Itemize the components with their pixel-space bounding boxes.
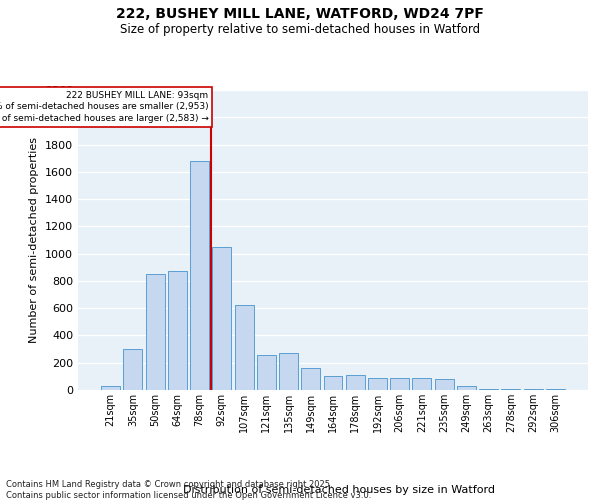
Bar xyxy=(212,247,231,390)
Bar xyxy=(124,349,142,390)
Bar xyxy=(146,274,164,390)
Bar xyxy=(279,353,298,390)
Bar xyxy=(390,378,409,390)
Bar xyxy=(323,376,343,390)
Y-axis label: Number of semi-detached properties: Number of semi-detached properties xyxy=(29,137,40,343)
Bar xyxy=(168,272,187,390)
Bar xyxy=(479,389,498,390)
Text: 222, BUSHEY MILL LANE, WATFORD, WD24 7PF: 222, BUSHEY MILL LANE, WATFORD, WD24 7PF xyxy=(116,8,484,22)
Text: Size of property relative to semi-detached houses in Watford: Size of property relative to semi-detach… xyxy=(120,22,480,36)
Bar xyxy=(235,306,254,390)
Bar xyxy=(301,368,320,390)
Bar xyxy=(457,386,476,390)
Bar xyxy=(368,378,387,390)
Bar xyxy=(412,378,431,390)
Bar xyxy=(435,379,454,390)
Bar xyxy=(101,386,120,390)
Text: Distribution of semi-detached houses by size in Watford: Distribution of semi-detached houses by … xyxy=(183,485,495,495)
Text: 222 BUSHEY MILL LANE: 93sqm
← 53% of semi-detached houses are smaller (2,953)
46: 222 BUSHEY MILL LANE: 93sqm ← 53% of sem… xyxy=(0,90,208,124)
Bar xyxy=(257,354,276,390)
Bar xyxy=(190,161,209,390)
Bar xyxy=(546,389,565,390)
Bar xyxy=(502,389,520,390)
Bar xyxy=(524,389,542,390)
Bar xyxy=(346,375,365,390)
Text: Contains HM Land Registry data © Crown copyright and database right 2025.
Contai: Contains HM Land Registry data © Crown c… xyxy=(6,480,371,500)
